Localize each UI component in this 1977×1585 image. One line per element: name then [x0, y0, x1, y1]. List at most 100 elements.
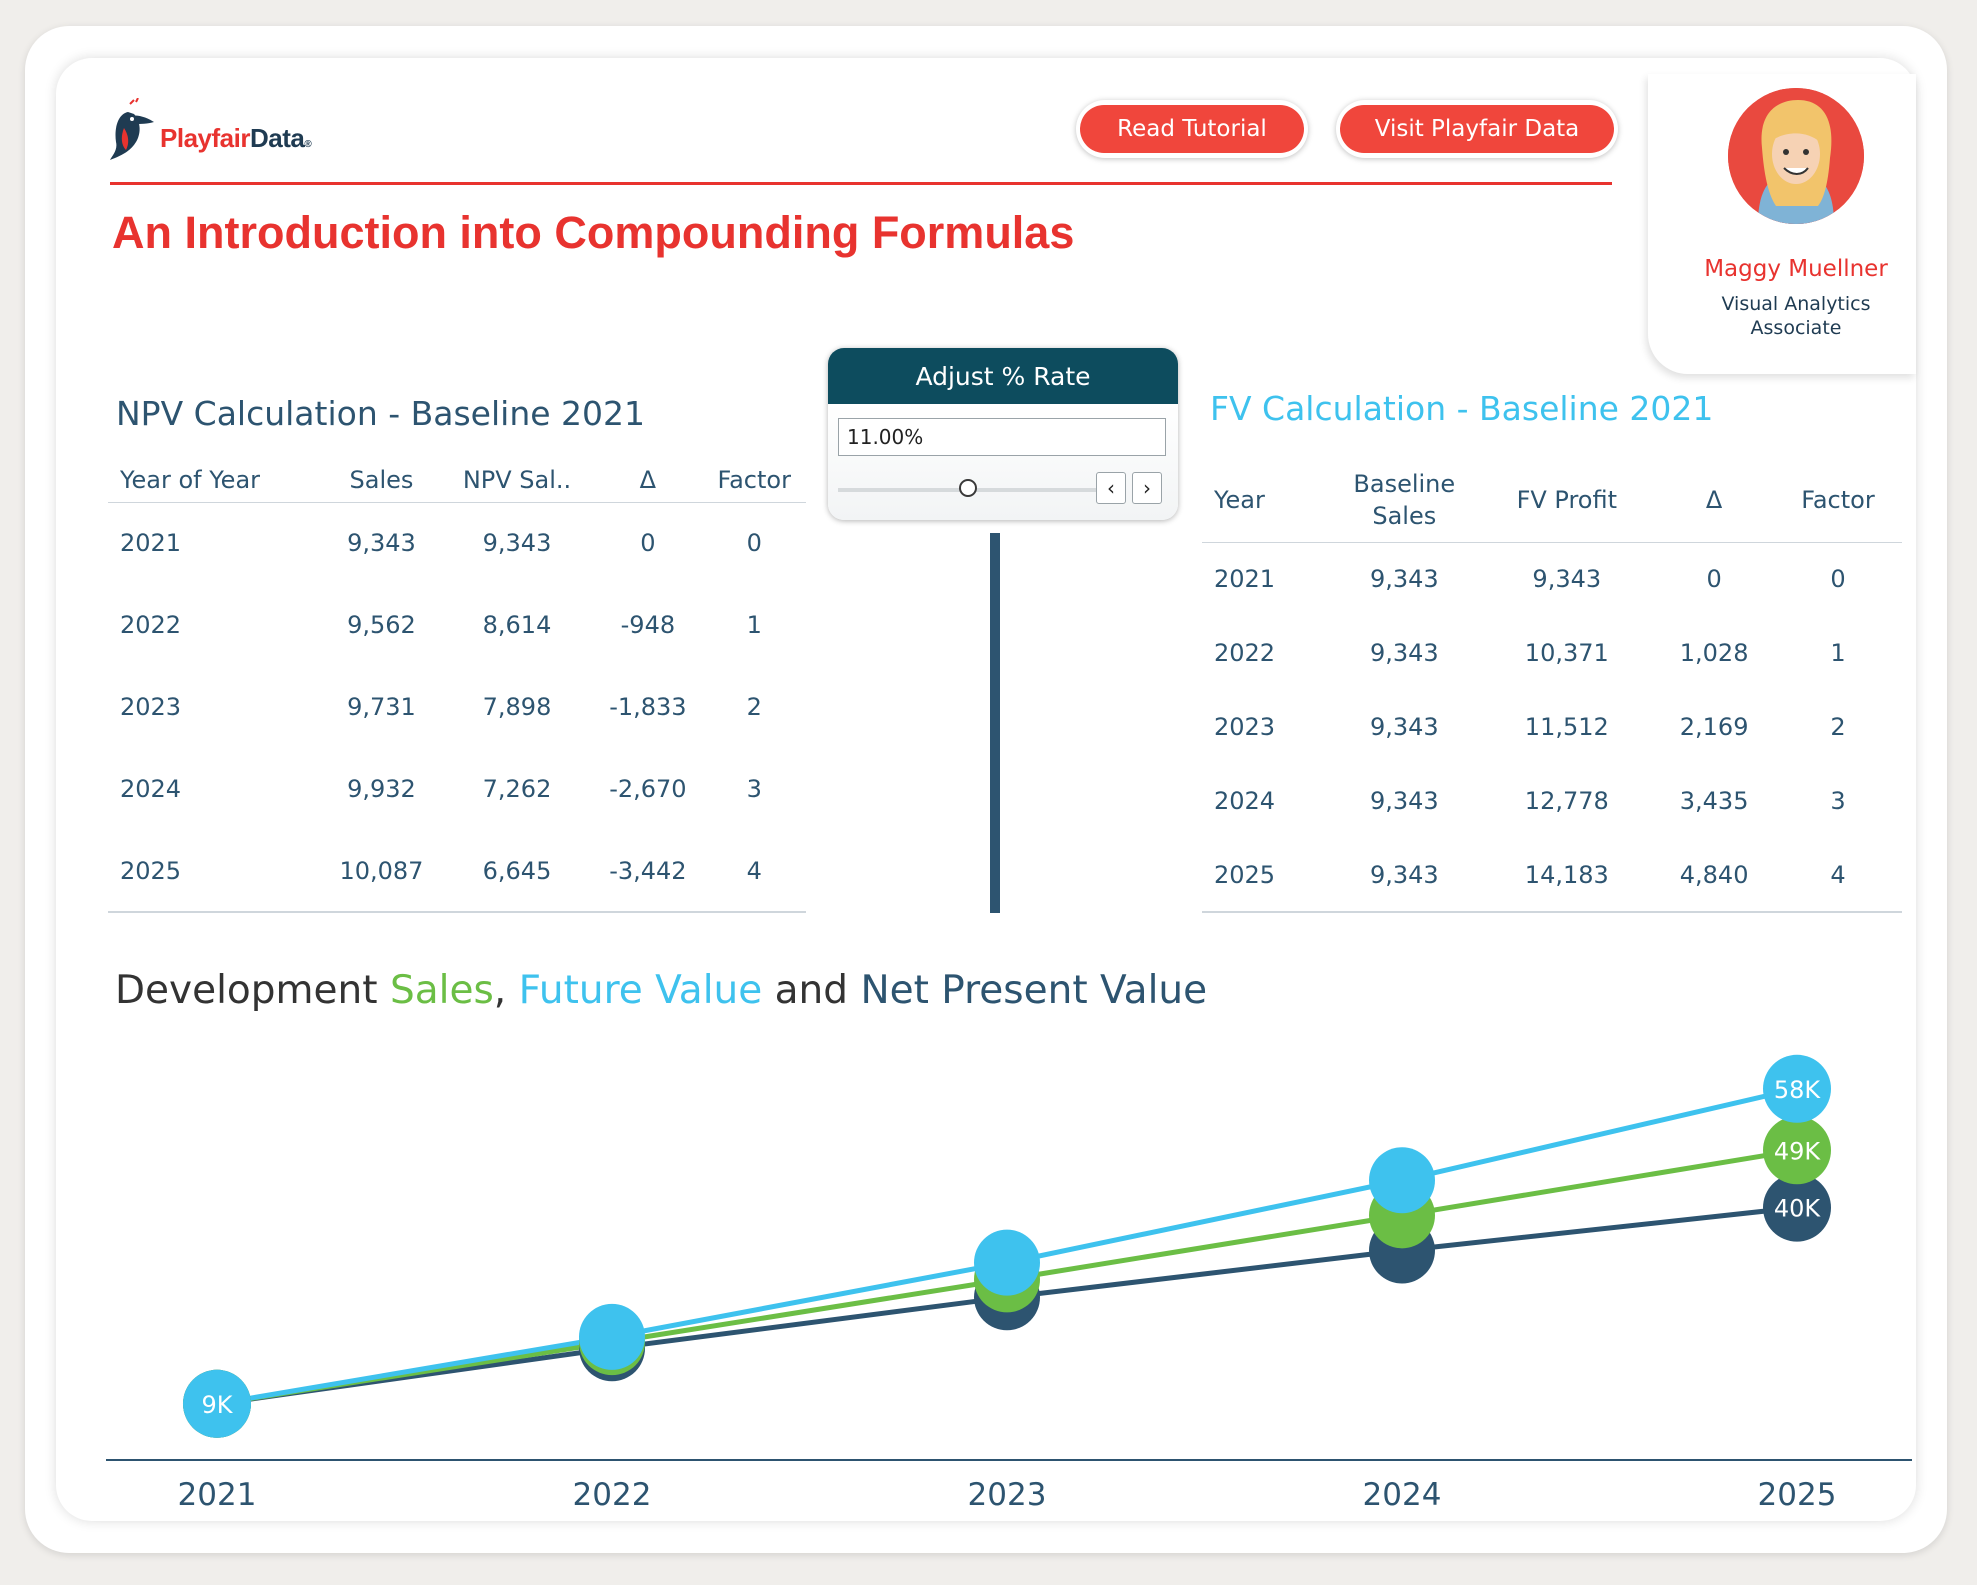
column-header[interactable]: Year: [1202, 458, 1330, 543]
table-cell: 2025: [108, 830, 323, 913]
table-cell: 3: [1830, 787, 1846, 815]
chevron-right-icon: ›: [1143, 476, 1151, 500]
parameter-title: Adjust % Rate: [828, 348, 1178, 404]
table-cell: 0: [1830, 565, 1846, 594]
column-header[interactable]: Year of Year: [108, 458, 323, 503]
author-role: Visual Analytics Associate: [1648, 292, 1944, 340]
table-cell: 9,343: [1532, 565, 1602, 594]
table-cell: 8,614: [482, 611, 552, 639]
x-tick-label: 2023: [968, 1477, 1047, 1513]
table-cell: 2025: [1202, 838, 1330, 913]
playfair-logo[interactable]: PlayfairData®: [108, 98, 312, 162]
x-tick-label: 2024: [1363, 1477, 1442, 1513]
visit-playfair-button-frame: Visit Playfair Data: [1336, 100, 1618, 158]
data-point-future-value: [1369, 1147, 1435, 1214]
table-cell: 7,898: [482, 693, 552, 721]
table-cell: -948: [620, 611, 676, 639]
table-cell: 9,343: [1369, 787, 1439, 815]
column-header[interactable]: Δ: [593, 458, 703, 503]
author-portrait-icon: [1728, 88, 1864, 224]
logo-text-data: Data: [249, 122, 305, 153]
data-label: 49K: [1774, 1137, 1822, 1165]
logo-text-playfair: Playfair: [160, 122, 250, 153]
table-row[interactable]: 2024 9,343 12,778 3,435 3: [1202, 764, 1902, 838]
table-cell: 0: [1706, 565, 1722, 594]
kingfisher-logo-icon: [110, 98, 154, 160]
table-cell: 4,840: [1654, 838, 1774, 913]
table-cell: 2023: [1214, 713, 1276, 741]
table-cell: 6,645: [440, 830, 594, 913]
table-cell: 9,343: [1369, 639, 1439, 667]
chart-title-sales: Sales: [389, 968, 494, 1013]
npv-table-title: NPV Calculation - Baseline 2021: [116, 394, 646, 433]
table-cell: 3,435: [1679, 787, 1749, 815]
table-cell: 2023: [120, 693, 182, 721]
chevron-left-icon: ‹: [1107, 476, 1115, 500]
table-cell: 3: [746, 775, 762, 803]
table-cell: 2024: [1214, 787, 1276, 815]
column-header[interactable]: Factor: [1773, 458, 1902, 543]
column-header[interactable]: Factor: [702, 458, 806, 503]
column-header[interactable]: FV Profit: [1479, 458, 1655, 543]
rate-input[interactable]: 11.00%: [838, 418, 1166, 456]
data-point-net-present-value: [1763, 1173, 1831, 1242]
read-tutorial-button[interactable]: Read Tutorial: [1080, 105, 1304, 153]
table-cell: 2021: [1214, 565, 1276, 594]
table-cell: 1: [746, 611, 762, 639]
rate-slider-thumb[interactable]: [959, 479, 977, 497]
table-cell: 9,343: [347, 529, 416, 558]
table-cell: 2022: [1214, 639, 1276, 667]
table-row[interactable]: 2023 9,343 11,512 2,169 2: [1202, 690, 1902, 764]
column-header[interactable]: Δ: [1654, 458, 1774, 543]
data-label: 40K: [1774, 1195, 1822, 1223]
column-header[interactable]: Sales: [322, 458, 441, 503]
chart-title-and: and: [762, 968, 861, 1013]
visit-playfair-data-button[interactable]: Visit Playfair Data: [1340, 105, 1614, 153]
increment-button[interactable]: ›: [1132, 472, 1162, 504]
table-header-row: Year of Year Sales NPV Sal.. Δ Factor: [108, 458, 806, 503]
column-header[interactable]: Baseline Sales: [1329, 458, 1480, 543]
table-cell: 9,343: [1369, 713, 1439, 741]
table-cell: 2,169: [1679, 713, 1749, 741]
chart-title-prefix: Development: [115, 968, 390, 1013]
table-cell: -2,670: [609, 775, 687, 803]
table-cell: -1,833: [609, 693, 687, 721]
author-avatar[interactable]: [1728, 88, 1864, 224]
table-cell: 2: [1830, 713, 1846, 741]
table-row[interactable]: 2024 9,932 7,262 -2,670 3: [108, 748, 806, 830]
table-row[interactable]: 2021 9,343 9,343 0 0: [1202, 542, 1902, 616]
table-row[interactable]: 2021 9,343 9,343 0 0: [108, 502, 806, 584]
table-cell: 9,343: [1369, 565, 1439, 594]
column-header[interactable]: NPV Sal..: [440, 458, 594, 503]
table-row[interactable]: 2022 9,562 8,614 -948 1: [108, 584, 806, 666]
table-cell: 0: [640, 529, 656, 558]
table-row[interactable]: 2022 9,343 10,371 1,028 1: [1202, 616, 1902, 690]
header-divider: [110, 182, 1612, 185]
table-row[interactable]: 2025 10,087 6,645 -3,442 4: [108, 830, 806, 913]
fv-table: Year Baseline Sales FV Profit Δ Factor 2…: [1202, 458, 1902, 913]
table-row[interactable]: 2023 9,731 7,898 -1,833 2: [108, 666, 806, 748]
table-cell: 2024: [120, 775, 182, 803]
author-name: Maggy Muellner: [1704, 256, 1888, 282]
table-cell: 11,512: [1524, 713, 1609, 741]
table-cell: 2022: [120, 611, 182, 639]
table-cell: 10,371: [1524, 639, 1609, 667]
author-role-line2: Associate: [1750, 317, 1842, 339]
npv-table: Year of Year Sales NPV Sal.. Δ Factor 20…: [108, 458, 806, 913]
decrement-button[interactable]: ‹: [1096, 472, 1126, 504]
table-cell: 14,183: [1479, 838, 1655, 913]
table-cell: 9,343: [482, 529, 552, 558]
table-header-row: Year Baseline Sales FV Profit Δ Factor: [1202, 458, 1902, 543]
table-row[interactable]: 2025 9,343 14,183 4,840 4: [1202, 838, 1902, 913]
adjust-rate-parameter: Adjust % Rate 11.00% ‹ ›: [828, 348, 1178, 520]
table-cell: 0: [746, 529, 762, 558]
data-point-sales: [1763, 1116, 1831, 1185]
logo-registered-mark: ®: [304, 138, 312, 150]
read-tutorial-button-frame: Read Tutorial: [1076, 100, 1308, 158]
table-cell: 4: [1773, 838, 1902, 913]
table-cell: 9,731: [347, 693, 416, 721]
vertical-divider: [990, 533, 1000, 913]
fv-table-title: FV Calculation - Baseline 2021: [1210, 389, 1714, 428]
table-cell: 2: [746, 693, 762, 721]
